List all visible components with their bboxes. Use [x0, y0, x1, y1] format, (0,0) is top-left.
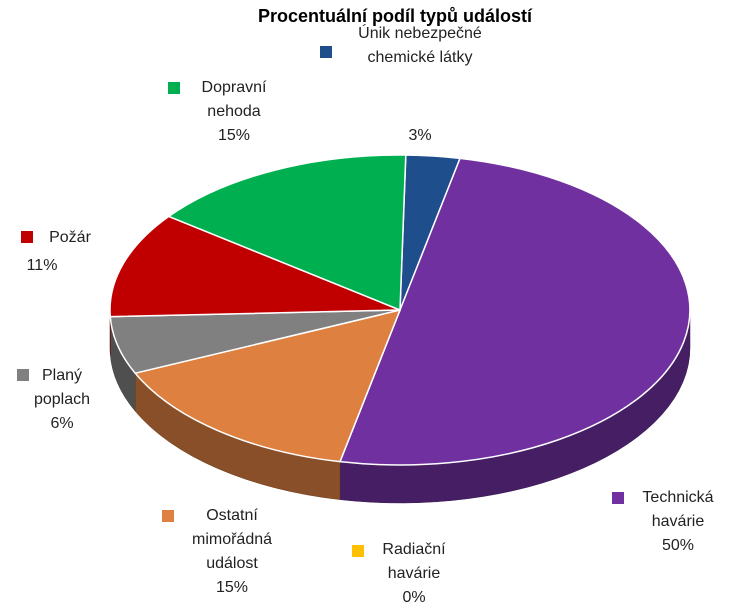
value-label: 15% — [215, 579, 249, 596]
legend-swatch — [612, 492, 624, 504]
legend-swatch — [320, 46, 332, 58]
value-label: 0% — [402, 589, 426, 606]
value-label: 6% — [50, 415, 74, 432]
chart-title: Procentuální podíl typů událostí — [257, 6, 532, 26]
value-label: 50% — [661, 537, 695, 554]
legend-swatch — [17, 369, 29, 381]
legend-swatch — [21, 231, 33, 243]
category-label: Radiační havárie — [382, 541, 446, 582]
category-label: Technická havárie — [642, 489, 714, 530]
category-label: Planý poplach — [33, 367, 91, 408]
legend-swatch — [352, 545, 364, 557]
slice — [338, 157, 691, 466]
slice — [133, 308, 402, 463]
slice — [109, 215, 401, 318]
category-label: Dopravní nehoda — [201, 79, 267, 120]
value-label: 3% — [408, 127, 432, 144]
legend-swatch — [162, 510, 174, 522]
legend-swatch — [168, 82, 180, 94]
category-label: Únik nebezpečné chemické látky — [358, 25, 482, 66]
category-label: Ostatní mimořádná událost — [191, 507, 273, 572]
category-label: Požár — [49, 229, 91, 246]
value-label: 15% — [217, 127, 251, 144]
value-label: 11% — [26, 257, 58, 274]
slice — [167, 154, 407, 312]
